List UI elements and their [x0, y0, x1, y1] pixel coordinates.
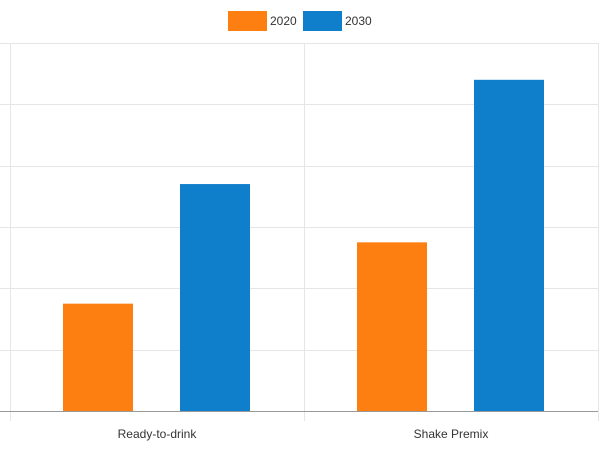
legend-swatch-2020 — [228, 11, 267, 31]
bar-2030-ready-to-drink — [180, 184, 250, 411]
legend-label-2020: 2020 — [270, 14, 297, 28]
bars — [63, 79, 544, 412]
legend-label-2030: 2030 — [345, 14, 372, 28]
legend: 2020 2030 — [228, 11, 372, 31]
bar-2030-shake-premix — [474, 79, 544, 412]
x-tick-label: Shake Premix — [414, 427, 489, 441]
bar-2020-shake-premix — [357, 242, 427, 411]
x-tick-label: Ready-to-drink — [118, 427, 198, 441]
gridlines — [0, 43, 599, 421]
legend-swatch-2030 — [303, 11, 342, 31]
bar-2020-ready-to-drink — [63, 303, 133, 411]
axes: Ready-to-drink Shake Premix — [0, 411, 598, 441]
